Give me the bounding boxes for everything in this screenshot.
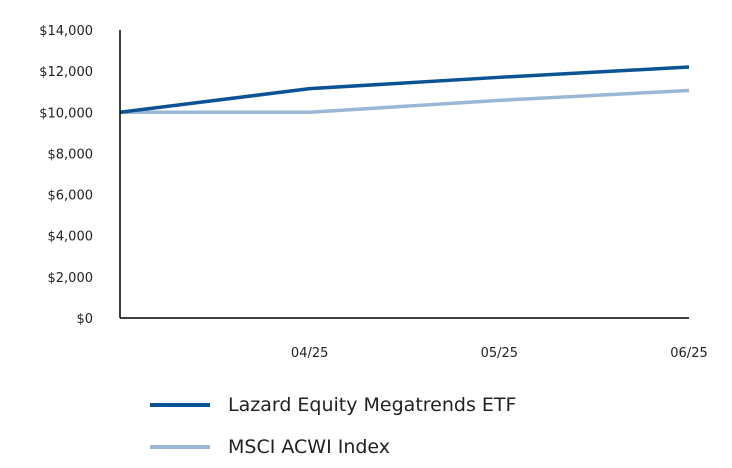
legend-label-index: MSCI ACWI Index xyxy=(228,436,391,458)
legend-item-etf: Lazard Equity Megatrends ETF xyxy=(150,384,516,426)
x-tick-label: 06/25 xyxy=(670,346,707,361)
x-axis-ticks: 04/25 05/25 06/25 xyxy=(291,346,708,361)
legend: Lazard Equity Megatrends ETF MSCI ACWI I… xyxy=(150,384,516,468)
y-tick-label: $6,000 xyxy=(48,189,94,204)
y-tick-label: $2,000 xyxy=(48,271,94,286)
y-tick-label: $10,000 xyxy=(39,106,93,121)
y-axis-ticks: $0 $2,000 $4,000 $6,000 $8,000 $10,000 $12,000… xyxy=(39,24,93,327)
y-tick-label: $14,000 xyxy=(39,24,93,39)
series-line-1 xyxy=(120,88,690,115)
legend-swatch-etf xyxy=(150,403,210,407)
x-tick-label: 04/25 xyxy=(291,346,328,361)
x-tick-label: 05/25 xyxy=(481,346,518,361)
line-chart: $0 $2,000 $4,000 $6,000 $8,000 $10,000 $12,000… xyxy=(39,24,708,361)
legend-label-etf: Lazard Equity Megatrends ETF xyxy=(228,394,517,416)
y-tick-label: $4,000 xyxy=(48,230,94,245)
series-layer xyxy=(119,65,690,115)
y-tick-label: $8,000 xyxy=(48,147,94,162)
legend-item-index: MSCI ACWI Index xyxy=(150,426,516,468)
legend-swatch-index xyxy=(150,445,210,449)
y-tick-label: $12,000 xyxy=(39,65,93,80)
series-line-0 xyxy=(119,65,690,115)
y-tick-label: $0 xyxy=(76,312,93,327)
